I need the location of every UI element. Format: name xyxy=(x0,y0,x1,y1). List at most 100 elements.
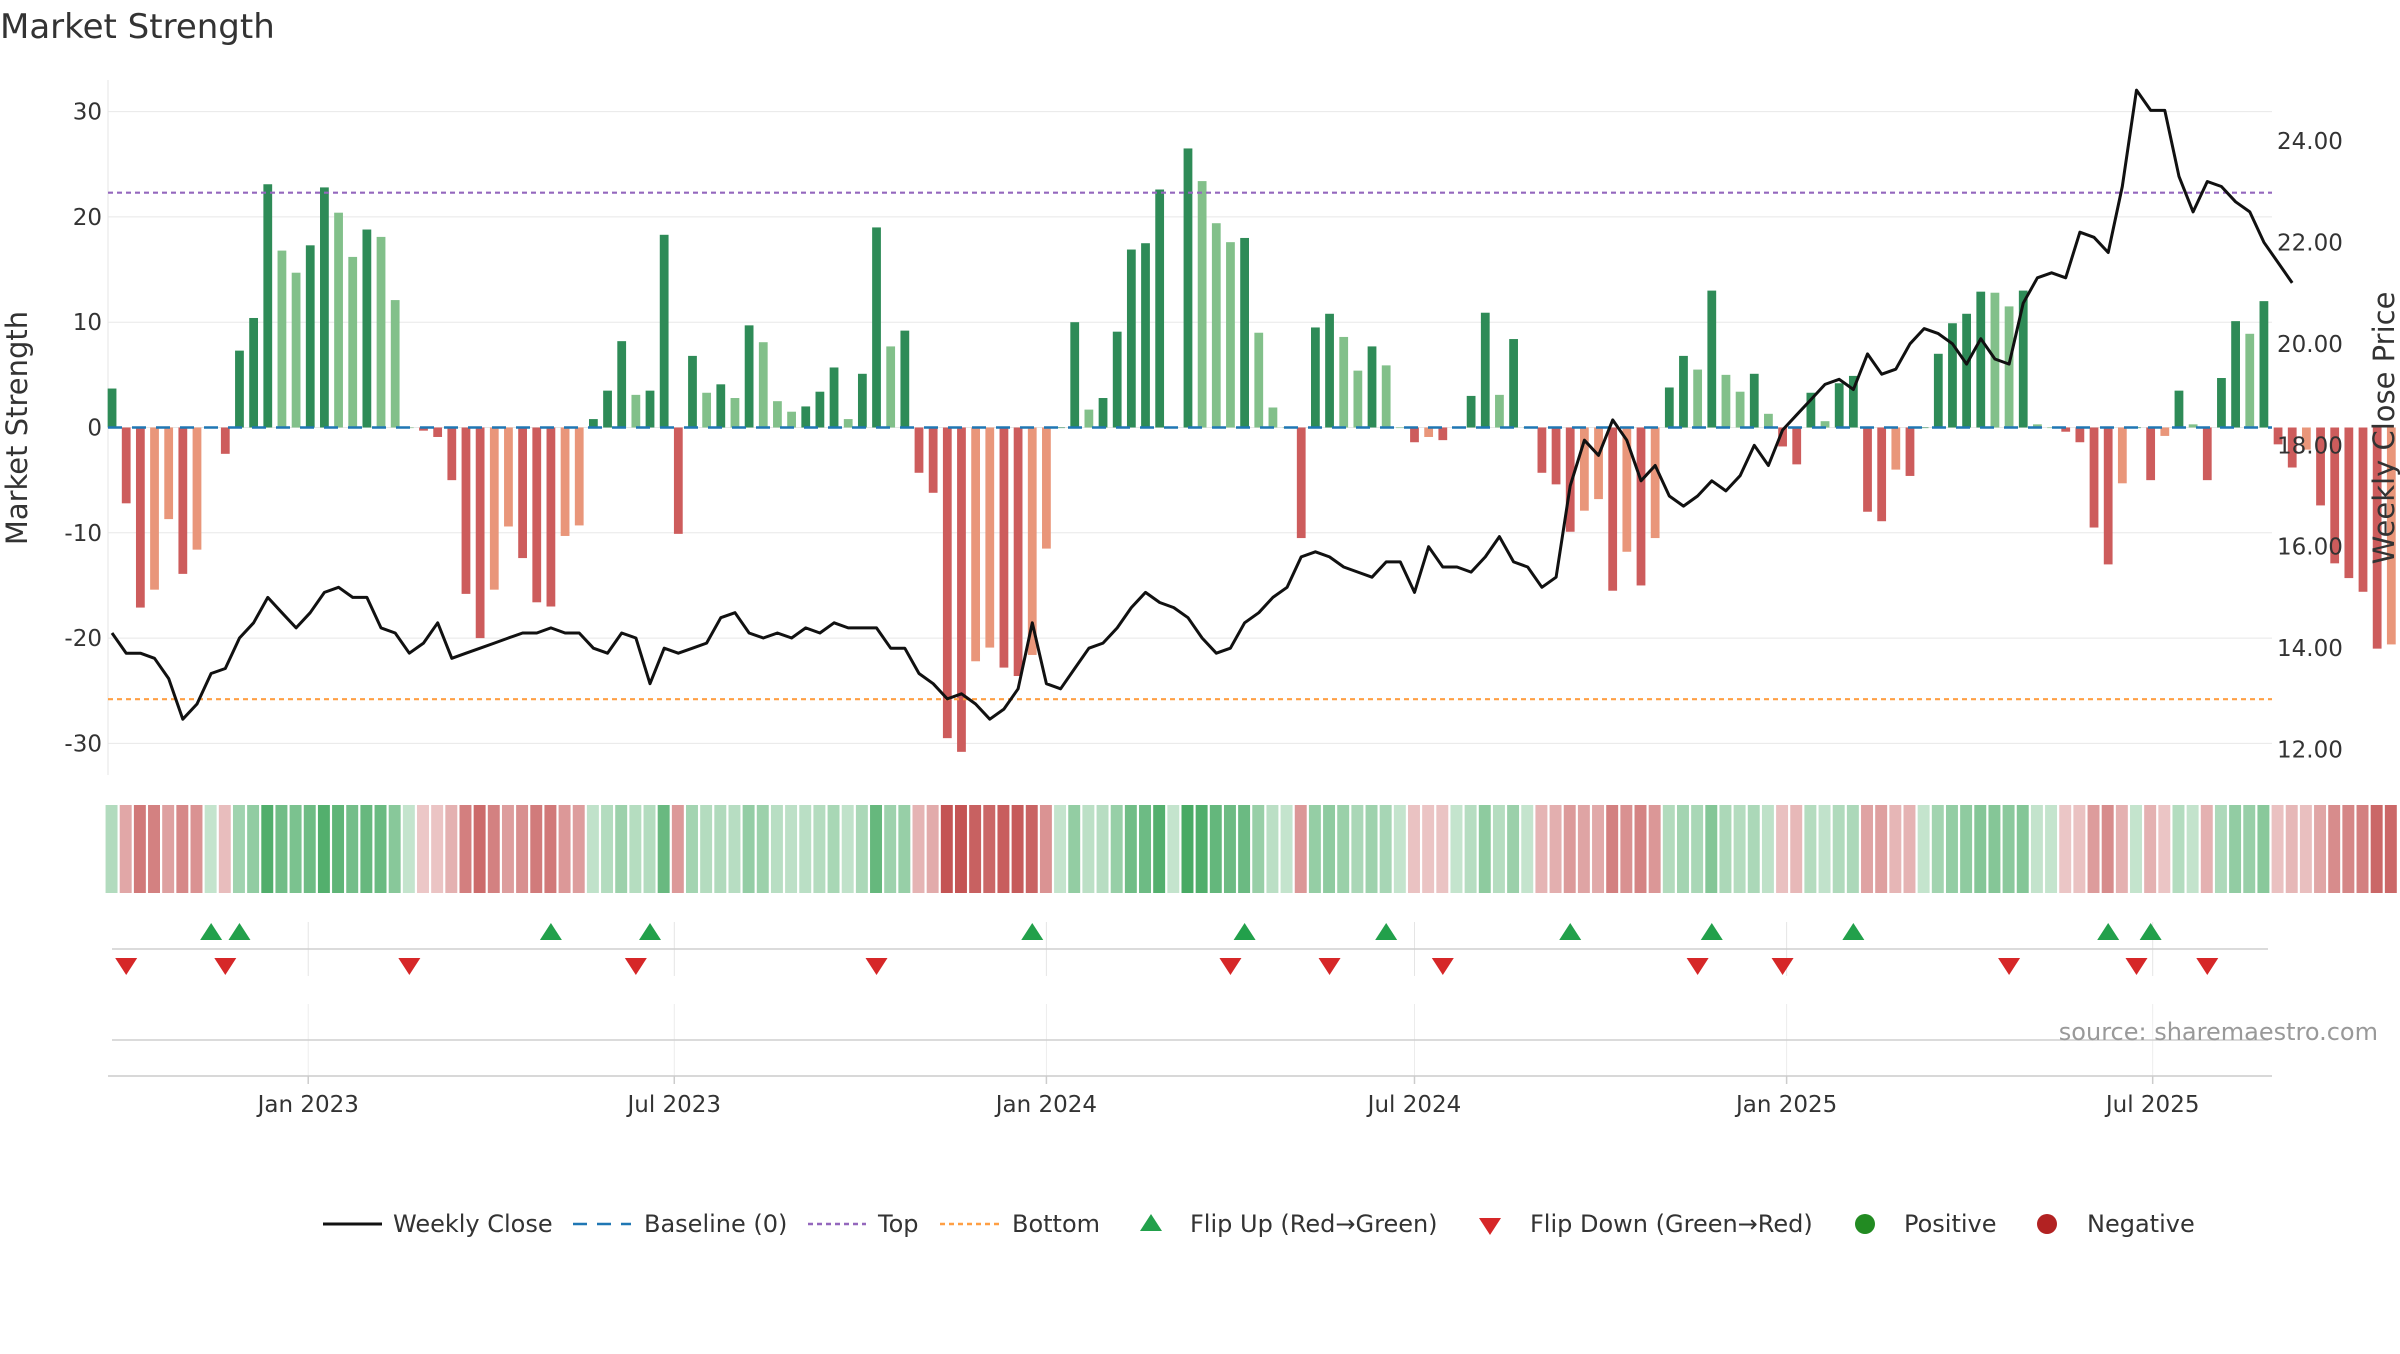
x-tick-label: Jan 2023 xyxy=(256,1092,359,1118)
right-tick-label: 14.00 xyxy=(2277,636,2343,662)
strength-strip-cell xyxy=(530,805,543,893)
flip-up-marker xyxy=(1700,923,1723,940)
left-tick-label: -20 xyxy=(64,626,102,652)
strength-strip-cell xyxy=(1068,805,1081,893)
strength-strip-cell xyxy=(1676,805,1689,893)
strength-bar xyxy=(942,427,952,739)
strength-strip-cell xyxy=(1181,805,1194,893)
strength-strip-cell xyxy=(2030,805,2043,893)
strength-bar xyxy=(1792,427,1802,465)
strength-bar xyxy=(843,419,853,428)
strength-strip-cell xyxy=(1861,805,1873,893)
strength-strip-cell xyxy=(2314,805,2327,893)
strength-bar xyxy=(2301,427,2311,450)
strength-strip-cell xyxy=(487,805,500,893)
flip-down-marker xyxy=(214,958,237,975)
flip-up-marker xyxy=(1021,923,1044,940)
strength-bar xyxy=(957,427,966,752)
strength-strip-cell xyxy=(657,805,670,893)
strength-strip-cell xyxy=(2016,805,2029,893)
strength-strip-cell xyxy=(1450,805,1463,893)
flip-up-marker xyxy=(1842,923,1865,940)
strength-strip-cell xyxy=(218,805,231,893)
strength-strip-cell xyxy=(459,805,472,893)
strength-bar xyxy=(1254,332,1264,428)
strength-strip-cell xyxy=(1408,805,1420,893)
strength-strip-cell xyxy=(969,805,982,893)
strength-strip-cell xyxy=(1266,805,1279,893)
strength-strip-cell xyxy=(247,805,260,893)
strength-bar xyxy=(2287,427,2297,468)
strength-bar xyxy=(320,187,329,428)
strength-strip-cell xyxy=(1761,805,1774,893)
strength-strip-cell xyxy=(346,805,359,893)
flip-down-marker xyxy=(2125,958,2148,975)
strength-bar xyxy=(1636,427,1646,586)
strength-strip-cell xyxy=(700,805,713,893)
strength-bar xyxy=(673,427,683,534)
strength-bar xyxy=(1594,427,1603,500)
strength-strip-cell xyxy=(2214,805,2227,893)
right-tick-label: 24.00 xyxy=(2277,129,2343,155)
strength-bar xyxy=(2146,427,2156,481)
strength-strip-cell xyxy=(402,805,415,893)
strength-bar xyxy=(1764,413,1773,428)
strength-strip-cell xyxy=(275,805,288,893)
strength-strip-cell xyxy=(1790,805,1803,893)
strength-bar xyxy=(1721,374,1731,428)
strength-strip-cell xyxy=(686,805,698,893)
strength-strip-cell xyxy=(1988,805,2001,893)
strength-bar xyxy=(334,212,343,428)
strength-strip-cell xyxy=(2200,805,2213,893)
strength-bar xyxy=(1296,427,1306,539)
legend-label: Flip Down (Green→Red) xyxy=(1530,1210,1813,1238)
strength-strip-cell xyxy=(2229,805,2242,893)
legend-swatch-flip-up xyxy=(1140,1214,1162,1231)
strength-bar xyxy=(1877,427,1887,522)
weekly-close-line xyxy=(110,88,2294,721)
strength-bar xyxy=(1948,323,1957,428)
strength-strip-cell xyxy=(148,805,160,893)
strength-bar xyxy=(1126,249,1136,428)
strength-bar xyxy=(178,427,188,574)
source-note: source: sharemaestro.com xyxy=(2059,1018,2378,1046)
strength-bar xyxy=(1098,398,1108,428)
flip-down-marker xyxy=(398,958,421,975)
strength-bar xyxy=(2330,427,2340,564)
strength-bar xyxy=(773,401,782,428)
strength-bar xyxy=(475,427,485,639)
strength-strip-cell xyxy=(1223,805,1236,893)
legend-swatch-negative xyxy=(2037,1214,2057,1234)
legend-label: Weekly Close xyxy=(393,1210,553,1238)
strength-strip-cell xyxy=(1025,805,1038,893)
strength-heat-strip xyxy=(105,805,2397,893)
strength-bar xyxy=(1056,427,1065,429)
chart-title: Market Strength xyxy=(0,7,275,47)
strength-bar xyxy=(1226,242,1235,428)
flip-down-marker xyxy=(1431,958,1454,975)
strength-bar xyxy=(220,427,230,454)
strength-bar xyxy=(603,390,612,428)
strength-bar xyxy=(1834,383,1844,428)
strength-bar xyxy=(645,390,655,428)
strength-bars xyxy=(107,148,2396,752)
x-tick-label: Jul 2024 xyxy=(1366,1092,1462,1118)
strength-strip-cell xyxy=(417,805,429,893)
strength-bar xyxy=(419,427,428,431)
flip-markers-panel xyxy=(112,922,2268,1076)
strength-bar xyxy=(263,184,273,428)
strength-strip-cell xyxy=(827,805,840,893)
right-tick-label: 16.00 xyxy=(2277,535,2343,561)
right-tick-label: 22.00 xyxy=(2277,230,2343,256)
strength-bar xyxy=(2075,427,2085,443)
strength-strip-cell xyxy=(1705,805,1718,893)
strength-strip-cell xyxy=(303,805,316,893)
strength-bar xyxy=(900,330,910,428)
strength-bar xyxy=(1325,313,1334,428)
flip-up-marker xyxy=(639,923,662,940)
strength-bar xyxy=(504,427,513,527)
strength-strip-cell xyxy=(2285,805,2298,893)
strength-strip-cell xyxy=(1492,805,1505,893)
strength-bar xyxy=(348,256,358,428)
strength-strip-cell xyxy=(1719,805,1732,893)
